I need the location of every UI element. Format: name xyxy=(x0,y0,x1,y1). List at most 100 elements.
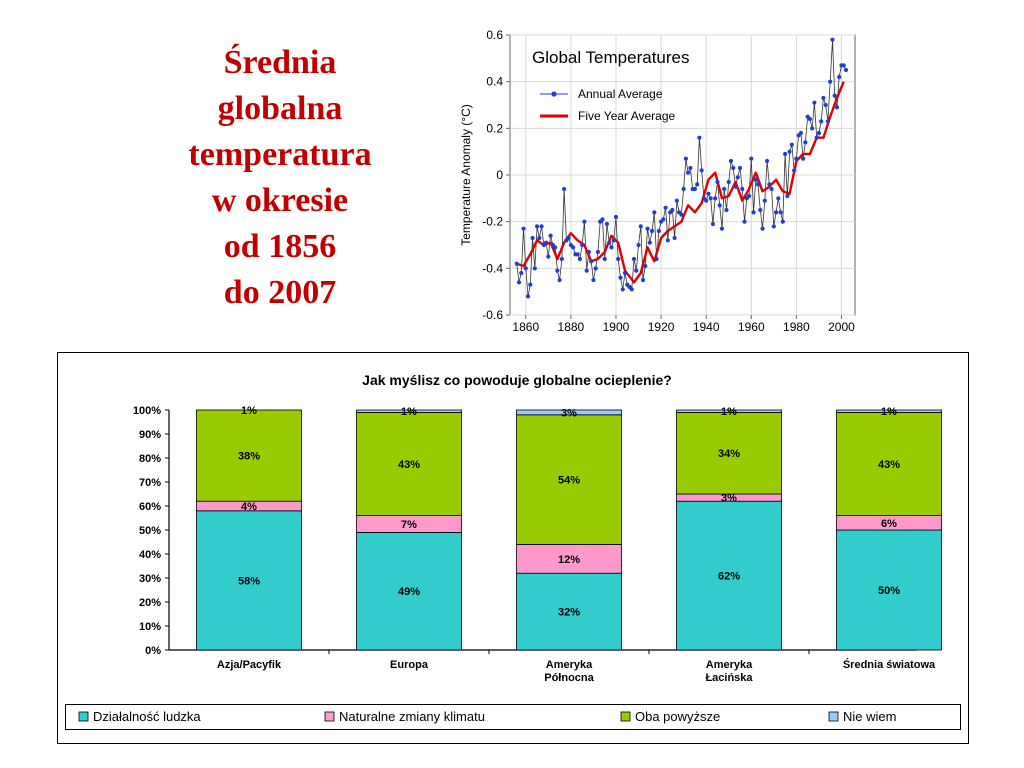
five-year-average-line xyxy=(516,81,845,284)
poll-category-label: Ameryka xyxy=(706,659,753,671)
poll-data-label: 58% xyxy=(238,575,260,587)
poll-bar-segment xyxy=(836,409,942,413)
annual-average-point xyxy=(656,228,661,234)
annual-average-point xyxy=(591,277,596,283)
annual-average-point xyxy=(674,198,679,203)
temp-xtick-label: 1960 xyxy=(738,320,765,334)
poll-legend-label: Działalność ludzka xyxy=(93,709,201,724)
temp-ytick-label: 0 xyxy=(496,168,503,182)
title-line: Średnia xyxy=(223,44,337,81)
annual-average-point xyxy=(622,270,628,276)
annual-average-point xyxy=(645,226,650,231)
slide-title: Średnia globalna temperatura w okresie o… xyxy=(150,40,410,316)
annual-average-point xyxy=(771,224,776,229)
annual-average-point xyxy=(841,63,846,68)
annual-average-point xyxy=(683,156,688,161)
annual-average-point xyxy=(686,170,691,175)
global-temperature-chart: 0.6 0.4 0.2 0 -0.2 -0.4 -0.6 1860 1880 1900 1920 19… xyxy=(459,28,856,334)
poll-legend-label: Oba powyższe xyxy=(635,709,720,724)
annual-average-point xyxy=(688,165,693,171)
annual-average-point xyxy=(760,226,765,231)
annual-average-point xyxy=(595,249,601,255)
annual-average-point xyxy=(825,119,831,124)
annual-average-point xyxy=(604,221,610,227)
poll-data-label: 1% xyxy=(401,406,417,418)
annual-average-point xyxy=(618,275,623,280)
temp-xtick-label: 1920 xyxy=(648,320,675,334)
annual-average-point xyxy=(830,37,835,42)
title-line: w okresie xyxy=(211,182,349,219)
poll-bar-segment xyxy=(196,409,302,502)
poll-data-label: 62% xyxy=(718,571,740,583)
annual-average-point xyxy=(776,196,781,201)
temp-xtick-label: 1980 xyxy=(783,320,810,334)
annual-average-point xyxy=(519,270,524,276)
annual-average-point xyxy=(710,221,716,227)
poll-legend-swatch xyxy=(324,711,335,722)
annual-average-point xyxy=(532,266,537,271)
annual-average-point xyxy=(530,235,535,241)
annual-average-point xyxy=(807,116,813,122)
annual-average-point xyxy=(816,130,822,136)
poll-bar-segment xyxy=(516,409,622,416)
annual-average-point xyxy=(537,235,542,241)
annual-average-point xyxy=(695,182,700,187)
poll-category-label: Północna xyxy=(544,672,594,684)
annual-average-point xyxy=(649,228,655,234)
annual-average-point xyxy=(584,268,589,273)
annual-average-point xyxy=(602,256,607,262)
poll-ytick-label: 20% xyxy=(139,597,161,609)
annual-average-point xyxy=(740,186,745,192)
temp-ytick-label: -0.6 xyxy=(482,308,503,322)
annual-average-point xyxy=(593,266,598,271)
poll-legend-label: Naturalne zmiany klimatu xyxy=(339,709,485,724)
annual-average-point xyxy=(792,168,797,173)
poll-ytick-label: 0% xyxy=(145,645,161,657)
annual-average-point xyxy=(812,100,817,105)
annual-average-point xyxy=(713,196,718,201)
temp-xtick-label: 1860 xyxy=(512,320,539,334)
annual-average-point xyxy=(670,207,675,213)
annual-average-point xyxy=(654,256,659,262)
poll-bar-segment xyxy=(356,412,462,516)
annual-average-point xyxy=(798,130,803,136)
legend-marker-annual xyxy=(551,91,557,97)
poll-bar-segment xyxy=(516,414,622,545)
annual-average-point xyxy=(525,294,531,299)
poll-legend-swatch xyxy=(78,711,89,722)
annual-average-point xyxy=(534,224,540,229)
annual-average-point xyxy=(652,210,657,215)
annual-average-point xyxy=(516,280,522,285)
poll-chart: Jak myślisz co powoduje globalne ocieple… xyxy=(57,352,969,744)
poll-data-label: 3% xyxy=(721,493,737,505)
annual-average-point xyxy=(722,186,727,192)
annual-average-point xyxy=(557,277,562,283)
poll-category-label: Europa xyxy=(390,659,429,671)
annual-average-point xyxy=(681,186,686,192)
poll-data-label: 38% xyxy=(238,451,260,463)
temp-chart-title: Global Temperatures xyxy=(532,48,690,67)
poll-category-label: Ameryka xyxy=(546,659,593,671)
poll-data-label: 43% xyxy=(398,459,420,471)
annual-average-point xyxy=(746,193,752,199)
annual-average-point xyxy=(823,102,828,108)
poll-ytick-label: 40% xyxy=(139,549,161,561)
poll-data-label: 6% xyxy=(881,518,897,530)
temp-legend: Annual Average Five Year Average xyxy=(540,87,676,123)
annual-average-point xyxy=(613,214,619,220)
poll-data-label: 1% xyxy=(241,405,257,417)
annual-average-point xyxy=(801,156,806,161)
title-line: do 2007 xyxy=(223,274,337,311)
annual-average-point xyxy=(636,242,641,248)
poll-data-label: 32% xyxy=(558,607,580,619)
poll-chart-title: Jak myślisz co powoduje globalne ocieple… xyxy=(362,372,672,388)
legend-label-five-year: Five Year Average xyxy=(578,109,676,123)
annual-average-point xyxy=(794,156,799,161)
annual-average-point xyxy=(787,149,792,154)
poll-bar-segment xyxy=(516,543,622,574)
annual-average-point xyxy=(665,238,670,243)
poll-ytick-label: 10% xyxy=(139,621,161,633)
annual-average-point xyxy=(731,165,736,171)
annual-average-point xyxy=(679,212,684,217)
title-line: globalna xyxy=(217,90,343,127)
